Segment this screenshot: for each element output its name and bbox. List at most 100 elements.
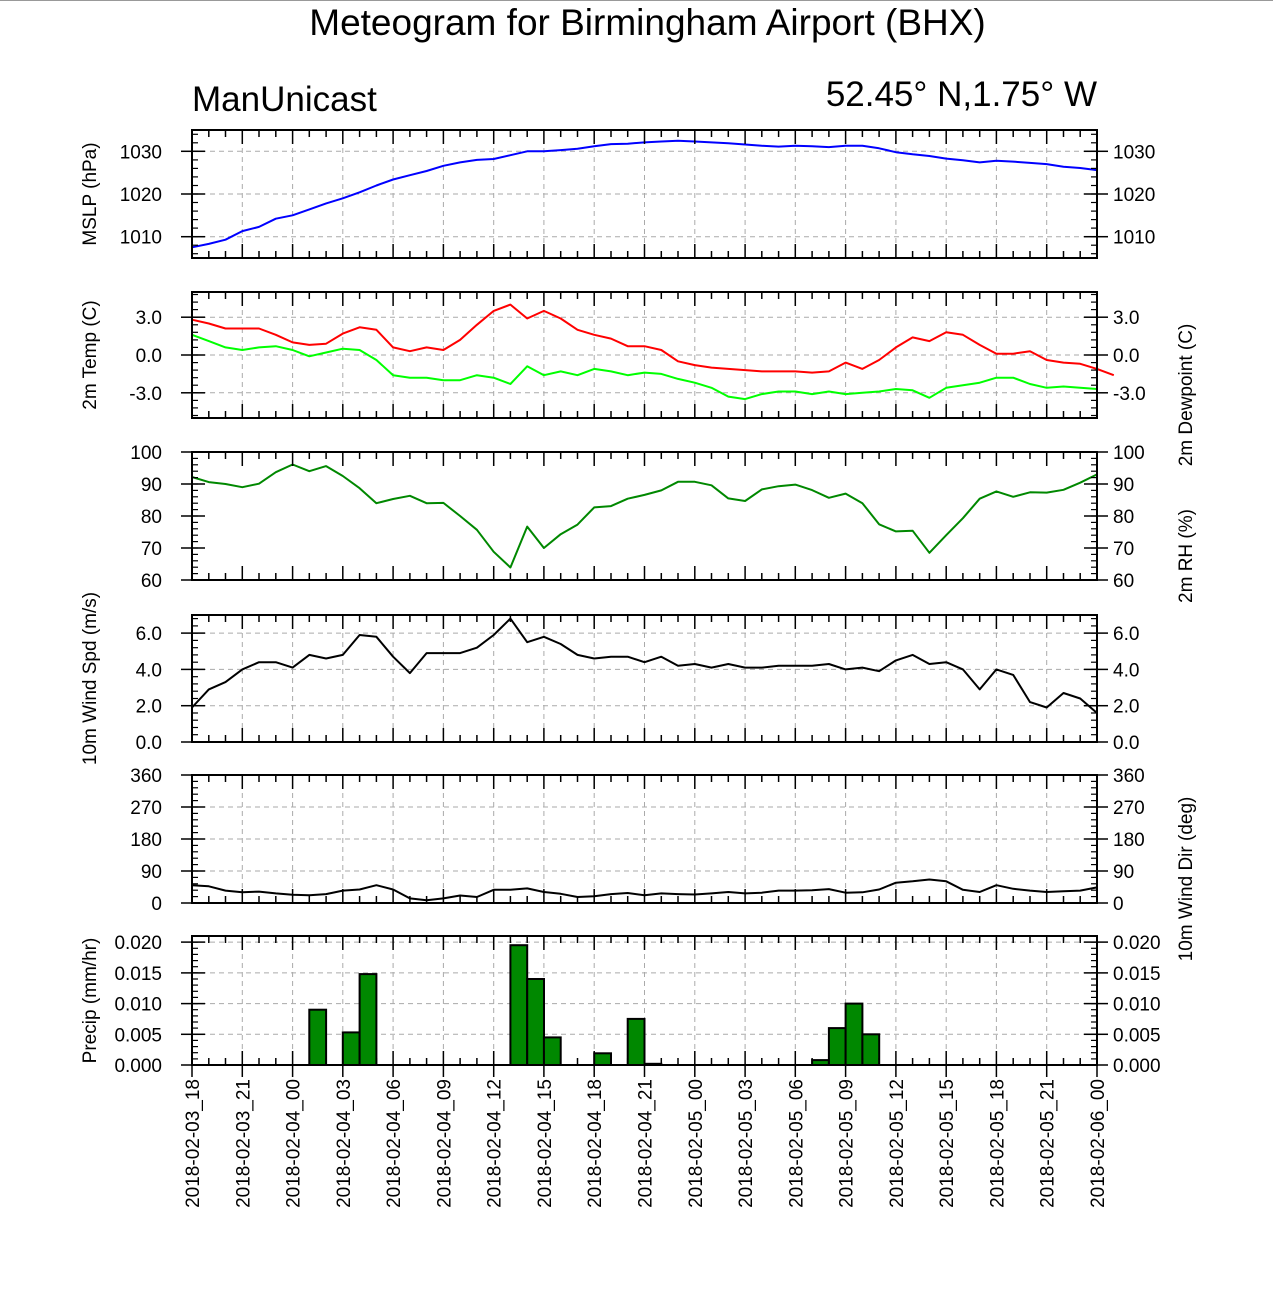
right-tick-label: 270 <box>1113 798 1145 819</box>
left-tick-label: 270 <box>130 798 162 819</box>
right-tick-label: 0.020 <box>1113 933 1161 954</box>
wind-line <box>191 617 1098 714</box>
x-tick-label: 2018-02-06_00 <box>1088 1079 1109 1208</box>
right-tick-label: 0.000 <box>1113 1056 1161 1077</box>
temperature-panel: -3.0 -3.0 0.0 0.0 3.0 3.0 2m Temp (C) 2m Dewpoi… <box>80 291 1197 467</box>
precip-bar <box>308 1008 328 1067</box>
y-axis-label: 10m Wind Spd (m/s) <box>80 592 101 765</box>
left-tick-label: 1020 <box>120 185 162 206</box>
precip-bar <box>626 1017 646 1067</box>
panel-frame <box>191 614 1098 743</box>
x-tick-label: 2018-02-03_21 <box>233 1079 254 1208</box>
precip-bar <box>844 1002 864 1066</box>
left-tick-label: 100 <box>130 443 162 464</box>
x-tick-label: 2018-02-04_06 <box>384 1079 405 1208</box>
right-tick-label: 60 <box>1113 571 1134 592</box>
wind_dir-panel: 0 0 90 90 180 180 270 270 360 360 10m Wind Dir (de… <box>130 766 1197 961</box>
left-tick-label: 180 <box>130 830 162 851</box>
right-tick-label: 6.0 <box>1113 624 1139 645</box>
x-axis-labels: 2018-02-03_18 2018-02-03_21 2018-02-04_00 2… <box>183 1065 1109 1208</box>
y-axis-label: Precip (mm/hr) <box>80 938 101 1064</box>
x-tick-label: 2018-02-04_15 <box>535 1079 556 1208</box>
left-tick-label: 2.0 <box>136 697 162 718</box>
precip-bar <box>526 978 546 1066</box>
right-tick-label: 90 <box>1113 475 1134 496</box>
wind_speed-panel: 0.0 0.0 2.0 2.0 4.0 4.0 6.0 6.0 10m Wind Spd (m/… <box>80 592 1139 765</box>
left-tick-label: -3.0 <box>129 384 162 405</box>
precip-bar <box>341 1031 361 1067</box>
right-tick-label: 2.0 <box>1113 697 1139 718</box>
left-tick-label: 0.020 <box>114 933 162 954</box>
x-tick-label: 2018-02-05_03 <box>736 1079 757 1208</box>
top-border-line <box>0 0 1273 1</box>
right-tick-label: 1010 <box>1113 228 1155 249</box>
right-tick-label: 0.015 <box>1113 964 1161 985</box>
right-tick-label: 3.0 <box>1113 308 1139 329</box>
left-tick-label: 1030 <box>120 142 162 163</box>
precip-bar <box>358 973 378 1066</box>
x-tick-label: 2018-02-04_21 <box>636 1079 657 1208</box>
left-tick-label: 90 <box>141 862 162 883</box>
left-tick-label: 3.0 <box>136 308 162 329</box>
precip-bar <box>593 1052 613 1067</box>
y-axis-label: 2m Temp (C) <box>80 300 101 409</box>
right-tick-label: 0.0 <box>1113 733 1139 754</box>
left-tick-label: 0.000 <box>114 1056 162 1077</box>
right-tick-label: -3.0 <box>1113 384 1146 405</box>
left-tick-label: 0.015 <box>114 964 162 985</box>
right-axis-label: 2m RH (%) <box>1176 509 1197 603</box>
x-tick-label: 2018-02-05_21 <box>1038 1079 1059 1208</box>
x-tick-label: 2018-02-04_18 <box>585 1079 606 1208</box>
left-tick-label: 0.0 <box>136 733 162 754</box>
left-tick-label: 0.005 <box>114 1025 162 1046</box>
right-tick-label: 100 <box>1113 443 1145 464</box>
left-tick-label: 0 <box>151 894 162 915</box>
precip-bar <box>542 1036 562 1067</box>
right-tick-label: 0.010 <box>1113 995 1161 1016</box>
right-tick-label: 0 <box>1113 894 1124 915</box>
right-tick-label: 0.005 <box>1113 1025 1161 1046</box>
left-tick-label: 4.0 <box>136 660 162 681</box>
right-tick-label: 180 <box>1113 830 1145 851</box>
right-tick-label: 1020 <box>1113 185 1155 206</box>
precip-bar <box>509 944 529 1067</box>
mslp-panel: 1010 1010 1020 1020 1030 1030 MSLP (hPa) <box>80 129 1155 259</box>
x-tick-label: 2018-02-04_09 <box>434 1079 455 1208</box>
x-tick-label: 2018-02-05_06 <box>786 1079 807 1208</box>
left-tick-label: 6.0 <box>136 624 162 645</box>
precip-panel: 0.000 0.000 0.005 0.005 0.010 0.010 0.015 0.015… <box>80 933 1161 1077</box>
y-axis-label: MSLP (hPa) <box>80 142 101 245</box>
panel-frame <box>191 291 1098 419</box>
temp-line <box>191 303 1115 377</box>
left-tick-label: 360 <box>130 766 162 787</box>
panel-frame <box>191 451 1098 581</box>
x-tick-label: 2018-02-04_12 <box>485 1079 506 1208</box>
right-tick-label: 80 <box>1113 507 1134 528</box>
x-tick-label: 2018-02-05_18 <box>987 1079 1008 1208</box>
panel-frame <box>191 774 1098 904</box>
x-tick-label: 2018-02-05_09 <box>837 1079 858 1208</box>
panel-frame <box>191 129 1098 259</box>
left-tick-label: 0.010 <box>114 995 162 1016</box>
source-label: ManUnicast <box>192 80 377 119</box>
right-tick-label: 90 <box>1113 862 1134 883</box>
right-axis-label: 2m Dewpoint (C) <box>1176 324 1197 467</box>
precip-bar <box>861 1033 881 1067</box>
right-tick-label: 0.0 <box>1113 346 1139 367</box>
left-tick-label: 90 <box>141 475 162 496</box>
dewpoint-line <box>191 333 1098 401</box>
left-tick-label: 70 <box>141 539 162 560</box>
left-tick-label: 80 <box>141 507 162 528</box>
rh-line <box>191 463 1098 569</box>
right-tick-label: 70 <box>1113 539 1134 560</box>
rh-panel: 60 60 70 70 80 80 90 90 100 100 2m RH (%) <box>130 443 1197 603</box>
left-tick-label: 1010 <box>120 228 162 249</box>
left-tick-label: 60 <box>141 571 162 592</box>
x-tick-label: 2018-02-04_03 <box>334 1079 355 1208</box>
x-tick-label: 2018-02-05_00 <box>686 1079 707 1208</box>
right-tick-label: 4.0 <box>1113 660 1139 681</box>
right-axis-label: 10m Wind Dir (deg) <box>1176 797 1197 962</box>
x-tick-label: 2018-02-05_12 <box>887 1079 908 1208</box>
x-tick-label: 2018-02-04_00 <box>284 1079 305 1208</box>
